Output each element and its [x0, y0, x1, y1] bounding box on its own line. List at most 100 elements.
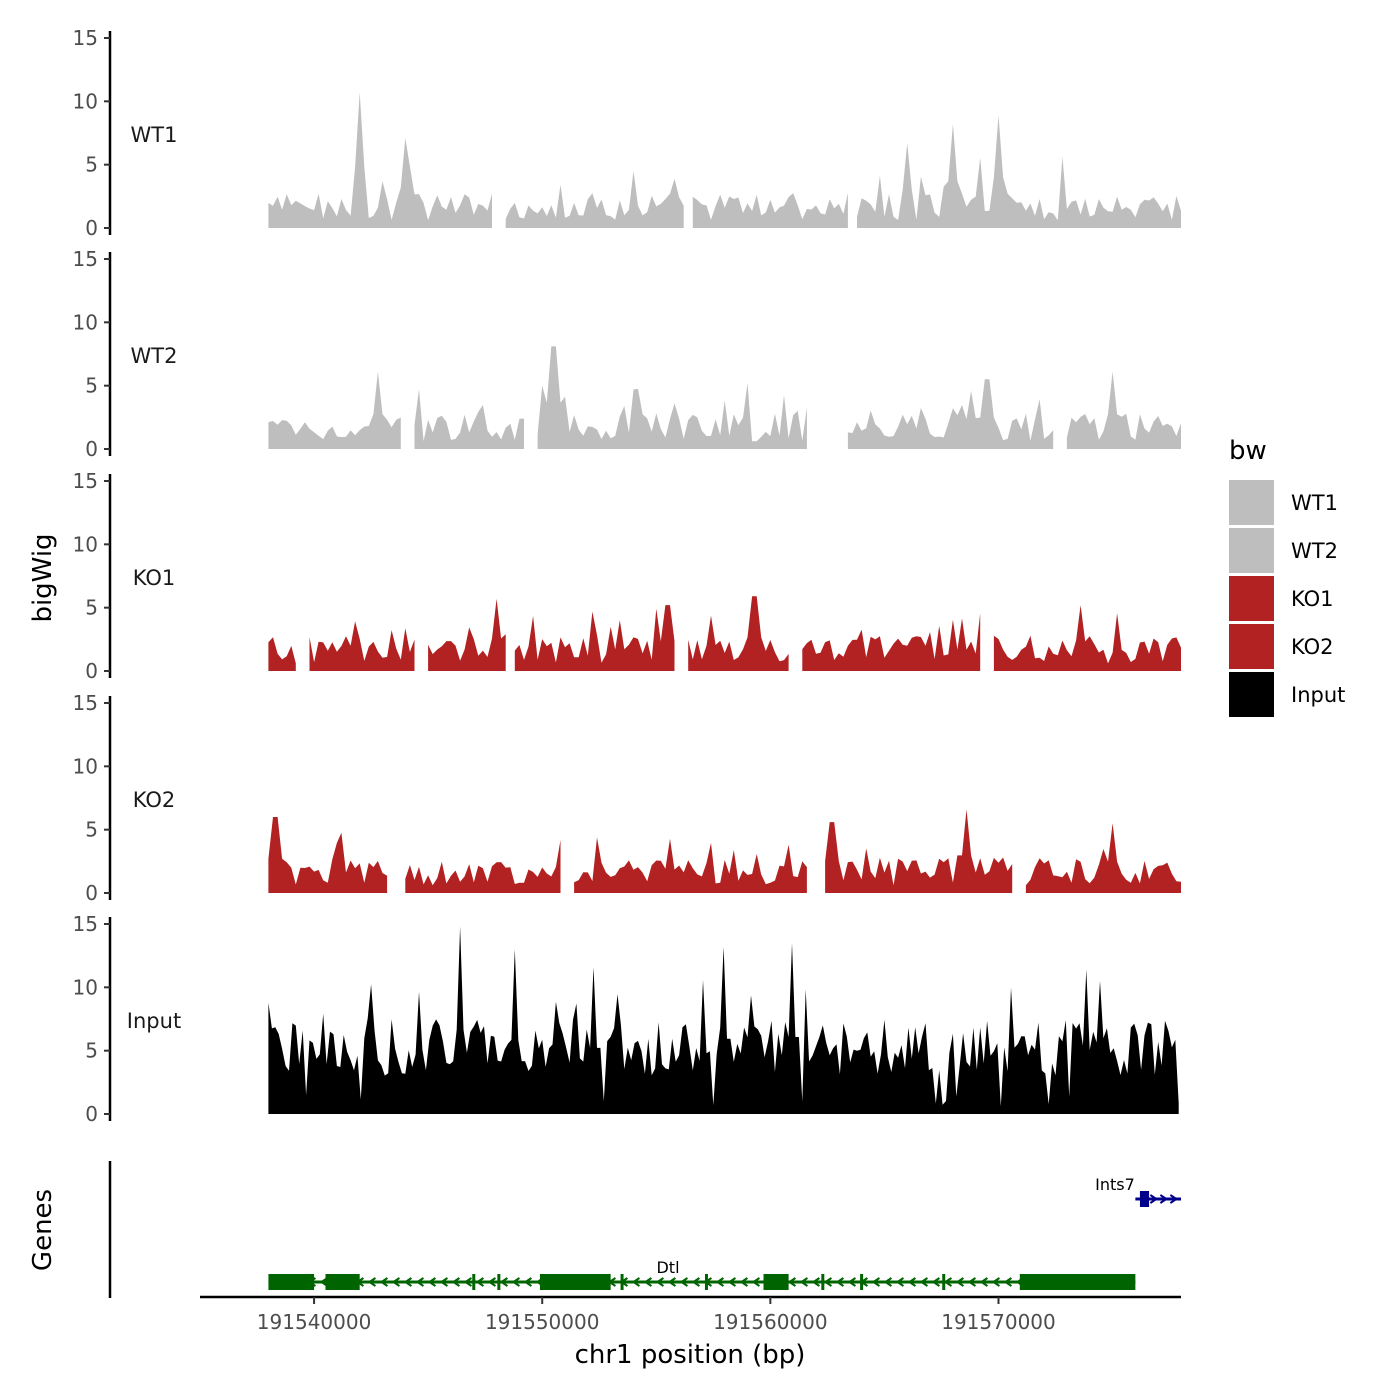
legend-label-ko1: KO1: [1291, 587, 1334, 611]
strand-chevron: [847, 1277, 856, 1287]
strand-chevron: [319, 1277, 328, 1287]
track-label: KO1: [133, 566, 176, 590]
gene-name-label: Ints7: [1095, 1175, 1135, 1194]
legend-label-wt2: WT2: [1291, 539, 1338, 563]
strand-chevron: [739, 1277, 748, 1287]
strand-chevron: [931, 1277, 940, 1287]
strand-chevron: [487, 1277, 496, 1287]
strand-chevron: [643, 1277, 652, 1287]
strand-chevron: [523, 1277, 532, 1287]
gene-small-exon: [620, 1274, 624, 1290]
coverage-area: [268, 92, 492, 228]
x-tick-label: 191550000: [485, 1310, 600, 1334]
gene-exon: [1021, 1274, 1136, 1290]
coverage-area: [574, 837, 807, 893]
gene-dtl: Dtl: [268, 1258, 1136, 1290]
coverage-area: [688, 596, 789, 671]
legend-swatch-wt2: [1229, 528, 1274, 573]
coverage-area: [692, 192, 848, 228]
track-label: WT1: [131, 123, 178, 147]
y-tick-label: 15: [73, 247, 98, 271]
coverage-area: [537, 346, 807, 449]
legend-label-wt1: WT1: [1291, 491, 1338, 515]
gene-small-exon: [704, 1274, 708, 1290]
legend-swatch-wt1: [1229, 480, 1274, 525]
strand-chevron: [631, 1277, 640, 1287]
legend-label-input: Input: [1291, 683, 1345, 707]
coverage-area: [1066, 371, 1181, 449]
coverage-area: [268, 371, 401, 449]
tracks-layer: 0 5 10 15 WT1 0 5 10 15 WT2 0 5 10 15 KO1 0 5 10 15 KO2 0 5 10…: [73, 26, 1181, 1126]
y-tick-label: 0: [85, 1102, 98, 1126]
strand-chevron: [463, 1277, 472, 1287]
y-tick-label: 15: [73, 691, 98, 715]
strand-chevron: [451, 1277, 460, 1287]
coverage-area: [802, 613, 981, 671]
gene-small-exon: [1019, 1274, 1023, 1290]
strand-chevron: [655, 1277, 664, 1287]
strand-chevron: [667, 1277, 676, 1287]
track-label: WT2: [131, 344, 178, 368]
coverage-area: [1025, 823, 1181, 893]
strand-chevron: [691, 1277, 700, 1287]
coverage-area: [505, 171, 684, 228]
genes-axis-title: Genes: [28, 1189, 58, 1271]
strand-chevron: [811, 1277, 820, 1287]
gene-small-exon: [860, 1274, 864, 1290]
coverage-area: [428, 598, 506, 671]
y-tick-label: 0: [85, 437, 98, 461]
strand-chevron: [367, 1277, 376, 1287]
genes-layer: Dtl Ints7: [108, 1161, 1181, 1298]
x-axis: 191540000 191550000 191560000 191570000: [200, 1295, 1181, 1334]
legend-swatch-ko1: [1229, 576, 1274, 621]
strand-chevron: [799, 1277, 808, 1287]
track-input: 0 5 10 15 Input: [73, 912, 1179, 1126]
gene-exon: [325, 1274, 360, 1290]
y-tick-label: 5: [85, 1039, 98, 1063]
strand-chevron: [499, 1277, 508, 1287]
strand-chevron: [439, 1277, 448, 1287]
gene-small-exon: [821, 1274, 825, 1290]
coverage-area: [825, 809, 1013, 893]
strand-chevron: [919, 1277, 928, 1287]
strand-chevron: [403, 1277, 412, 1287]
y-tick-label: 5: [85, 818, 98, 842]
strand-chevron: [955, 1277, 964, 1287]
coverage-area: [414, 389, 524, 449]
strand-chevron: [1159, 1194, 1169, 1204]
strand-chevron: [967, 1277, 976, 1287]
y-tick-label: 15: [73, 469, 98, 493]
strand-chevron: [871, 1277, 880, 1287]
strand-chevron: [715, 1277, 724, 1287]
strand-chevron: [943, 1277, 952, 1287]
y-tick-label: 10: [73, 532, 98, 556]
gene-small-exon: [472, 1274, 476, 1290]
gene-small-exon: [773, 1274, 777, 1290]
strand-chevron: [883, 1277, 892, 1287]
y-tick-label: 10: [73, 310, 98, 334]
gene-ints7: Ints7: [1095, 1175, 1181, 1207]
x-tick-label: 191560000: [713, 1310, 828, 1334]
strand-chevron: [475, 1277, 484, 1287]
y-tick-label: 10: [73, 975, 98, 999]
strand-chevron: [727, 1277, 736, 1287]
y-tick-label: 0: [85, 216, 98, 240]
x-tick-label: 191570000: [941, 1310, 1056, 1334]
y-tick-label: 10: [73, 754, 98, 778]
strand-chevron: [511, 1277, 520, 1287]
y-tick-label: 0: [85, 881, 98, 905]
strand-chevron: [787, 1277, 796, 1287]
y-tick-label: 0: [85, 659, 98, 683]
gene-name-label: Dtl: [656, 1258, 679, 1277]
legend: bw WT1 WT2 KO1 KO2 Input: [1229, 436, 1345, 717]
coverage-area: [993, 605, 1181, 671]
strand-chevron: [907, 1277, 916, 1287]
coverage-area: [847, 379, 1054, 449]
strand-chevron: [391, 1277, 400, 1287]
strand-chevron: [379, 1277, 388, 1287]
gene-exon: [1139, 1191, 1150, 1207]
x-tick-label: 191540000: [257, 1310, 372, 1334]
strand-chevron: [679, 1277, 688, 1287]
y-tick-label: 15: [73, 26, 98, 50]
